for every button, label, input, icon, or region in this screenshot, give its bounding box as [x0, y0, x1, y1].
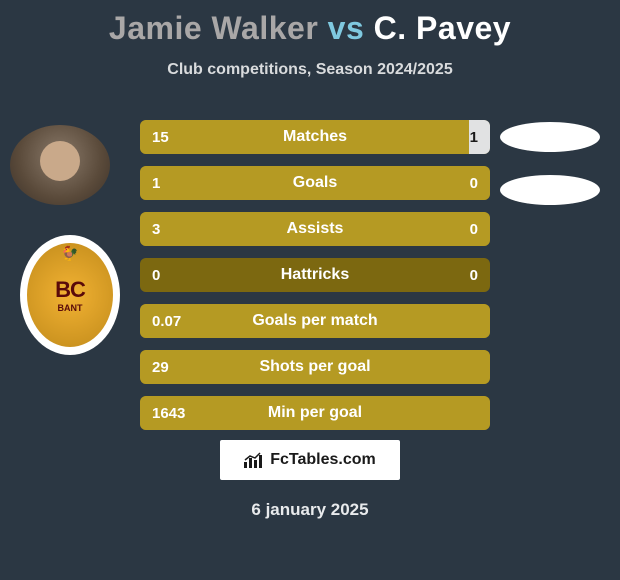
title-player1: Jamie Walker	[109, 10, 318, 46]
stat-row: 151Matches	[140, 120, 490, 154]
title: Jamie Walker vs C. Pavey	[0, 0, 620, 47]
subtitle: Club competitions, Season 2024/2025	[0, 61, 620, 79]
player2-placeholder-1	[500, 122, 600, 152]
stat-label: Shots per goal	[140, 350, 490, 384]
club-badge-line1: BC	[55, 277, 85, 303]
stat-row: 00Hattricks	[140, 258, 490, 292]
footer-date: 6 january 2025	[0, 500, 620, 520]
stat-label: Matches	[140, 120, 490, 154]
stat-label: Hattricks	[140, 258, 490, 292]
branding-text: FcTables.com	[270, 451, 376, 469]
stat-label: Assists	[140, 212, 490, 246]
player2-placeholder-2	[500, 175, 600, 205]
stat-row: 0.07Goals per match	[140, 304, 490, 338]
rooster-icon: 🐓	[61, 245, 78, 262]
player1-avatar	[10, 125, 110, 205]
chart-icon	[244, 452, 264, 468]
stat-label: Goals	[140, 166, 490, 200]
stat-row: 1643Min per goal	[140, 396, 490, 430]
club-badge-line2: BANT	[58, 303, 83, 313]
title-vs: vs	[328, 10, 365, 46]
club-badge: 🐓 BC BANT	[20, 235, 120, 355]
stats-section: 151Matches 10Goals 30Assists 00Hattricks 0.0…	[140, 120, 490, 442]
stat-row: 29Shots per goal	[140, 350, 490, 384]
stat-label: Min per goal	[140, 396, 490, 430]
branding-badge: FcTables.com	[220, 440, 400, 480]
title-player2: C. Pavey	[374, 10, 511, 46]
stat-row: 10Goals	[140, 166, 490, 200]
club-badge-inner: 🐓 BC BANT	[27, 243, 113, 347]
stat-label: Goals per match	[140, 304, 490, 338]
infographic-root: Jamie Walker vs C. Pavey Club competitio…	[0, 0, 620, 580]
stat-row: 30Assists	[140, 212, 490, 246]
